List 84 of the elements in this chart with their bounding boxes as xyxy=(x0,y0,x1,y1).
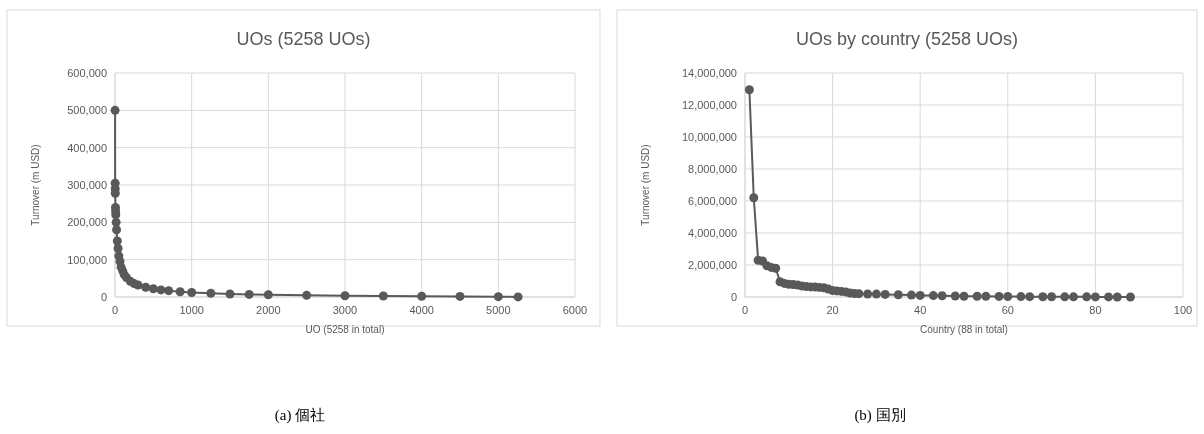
y-tick-label: 0 xyxy=(100,291,107,303)
y-tick-label: 300,000 xyxy=(67,179,107,191)
x-tick-label: 40 xyxy=(914,304,927,316)
y-tick-label: 8,000,000 xyxy=(688,163,737,175)
point xyxy=(455,291,465,301)
point xyxy=(972,291,982,301)
x-tick-label: 1000 xyxy=(179,304,204,316)
chart-title: UOs by country (5258 UOs) xyxy=(795,29,1019,49)
y-tick-label: 4,000,000 xyxy=(688,227,737,239)
x-tick-label: 80 xyxy=(1089,304,1102,316)
point xyxy=(112,225,122,235)
x-tick-label: 3000 xyxy=(332,304,358,316)
y-tick-label: 200,000 xyxy=(67,216,107,229)
y-tick-label: 12,000,000 xyxy=(681,99,737,111)
point xyxy=(1125,292,1135,302)
x-tick-label: 20 xyxy=(826,304,839,316)
y-tick-label: 600,000 xyxy=(67,67,107,79)
point xyxy=(1060,292,1070,302)
x-axis-title: Country (88 in total) xyxy=(920,324,1008,335)
point xyxy=(1090,292,1100,302)
point xyxy=(206,288,216,298)
y-tick-label: 10,000,000 xyxy=(681,131,737,143)
point xyxy=(1003,292,1013,302)
x-tick-label: 60 xyxy=(1001,304,1014,316)
point xyxy=(1104,292,1114,302)
y-tick-label: 500,000 xyxy=(67,104,107,117)
chart-title: UOs (5258 UOs) xyxy=(236,29,371,49)
x-tick-label: 6000 xyxy=(562,304,588,316)
y-axis-title: Turnover (m USD) xyxy=(30,144,41,226)
point xyxy=(994,291,1004,301)
x-tick-label: 100 xyxy=(1173,304,1193,316)
point xyxy=(893,290,903,300)
x-tick-label: 5000 xyxy=(486,304,511,316)
point xyxy=(1047,292,1057,302)
point xyxy=(493,292,503,302)
y-tick-label: 400,000 xyxy=(67,141,107,154)
point xyxy=(156,285,166,295)
point xyxy=(1069,292,1078,302)
y-tick-label: 100,000 xyxy=(67,253,107,266)
point xyxy=(906,290,916,300)
x-axis-title: UO (5258 in total) xyxy=(305,324,385,335)
point xyxy=(141,282,151,292)
point xyxy=(263,290,273,300)
point xyxy=(244,289,254,299)
point xyxy=(302,290,312,300)
point xyxy=(513,292,523,302)
point xyxy=(1082,292,1092,302)
point xyxy=(915,290,925,300)
point xyxy=(1038,292,1048,302)
point xyxy=(110,105,120,115)
point xyxy=(340,291,350,301)
point xyxy=(1112,292,1122,302)
y-tick-label: 6,000,000 xyxy=(688,195,737,207)
text: (a) 個社 xyxy=(274,407,326,424)
point xyxy=(1016,292,1026,302)
x-tick-label: 2000 xyxy=(256,304,281,316)
point xyxy=(187,288,197,298)
x-tick-label: 4000 xyxy=(409,304,434,316)
y-axis-title: Turnover (m USD) xyxy=(640,144,651,226)
point xyxy=(164,286,174,296)
point xyxy=(378,291,388,301)
point xyxy=(928,291,938,301)
point xyxy=(981,291,991,301)
point xyxy=(744,85,754,95)
point xyxy=(175,287,185,297)
point xyxy=(863,289,873,299)
point xyxy=(880,289,890,299)
point xyxy=(959,291,969,301)
point xyxy=(871,289,881,299)
point xyxy=(1025,292,1035,302)
point xyxy=(417,291,427,301)
y-tick-label: 0 xyxy=(730,291,737,303)
point xyxy=(148,284,158,294)
text: (b) 国別 xyxy=(854,407,906,424)
point xyxy=(950,291,960,301)
point xyxy=(937,291,947,301)
point xyxy=(133,280,143,290)
point xyxy=(225,289,235,299)
x-tick-label: 0 xyxy=(111,304,119,316)
y-tick-label: 2,000,000 xyxy=(688,259,737,271)
y-tick-label: 14,000,000 xyxy=(681,67,737,79)
x-tick-label: 0 xyxy=(741,304,749,316)
point xyxy=(749,193,759,203)
point xyxy=(771,263,781,273)
